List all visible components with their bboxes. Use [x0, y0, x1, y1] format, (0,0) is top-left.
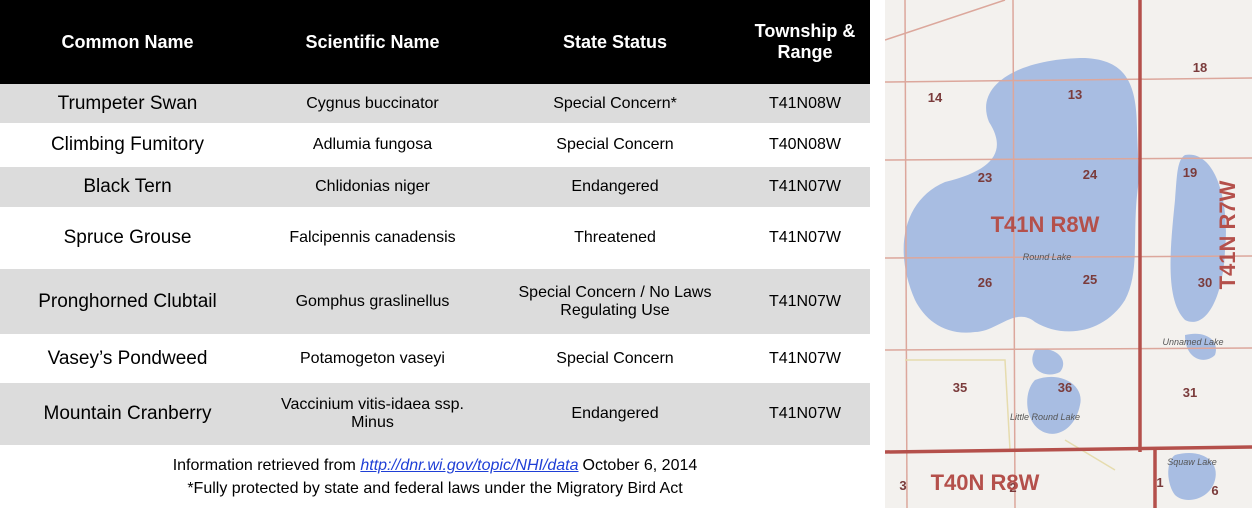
table-cell: Cygnus buccinator — [255, 84, 490, 125]
lake — [1032, 349, 1064, 375]
table-row: Trumpeter Swan Cygnus buccinator Special C… — [0, 84, 870, 125]
table-cell: Endangered — [490, 166, 740, 209]
lake — [1185, 333, 1216, 360]
table-cell: Vasey’s Pondweed — [0, 335, 255, 383]
table-body: Trumpeter Swan Cygnus buccinator Special C… — [0, 84, 870, 508]
table-cell: T41N07W — [740, 335, 870, 383]
table-row: Black Tern Chlidonias niger Endangered T41N… — [0, 166, 870, 209]
table-cell: Mountain Cranberry — [0, 382, 255, 447]
table-cell: T41N07W — [740, 268, 870, 336]
table-cell: Falcipennis canadensis — [255, 208, 490, 269]
section-number: 13 — [1068, 87, 1082, 102]
section-number: 36 — [1058, 380, 1072, 395]
section-number: 2 — [1009, 480, 1016, 495]
table-row: Pronghorned Clubtail Gomphus graslinellus… — [0, 268, 870, 336]
township-label: T40N R8W — [931, 470, 1040, 495]
table-cell: Endangered — [490, 382, 740, 447]
table-cell: Trumpeter Swan — [0, 84, 255, 125]
table-cell: Special Concern* — [490, 84, 740, 125]
table-cell: Pronghorned Clubtail — [0, 268, 255, 336]
section-number: 24 — [1083, 167, 1098, 182]
lakes — [903, 58, 1226, 500]
table-cell: T41N08W — [740, 84, 870, 125]
township-label: T41N R8W — [991, 212, 1100, 237]
footer-line: Information retrieved from http://dnr.wi… — [0, 454, 870, 477]
table-cell: Gomphus graslinellus — [255, 268, 490, 336]
table-row: Spruce Grouse Falcipennis canadensis Threa… — [0, 208, 870, 269]
roads — [905, 359, 1116, 471]
lake — [1170, 154, 1226, 322]
lake — [1027, 376, 1081, 434]
table-cell: T40N08W — [740, 124, 870, 167]
section-number: 31 — [1183, 385, 1197, 400]
map: 14 13 18 23 24 19 26 25 30 35 36 31 3 2 1 6 T41N R8W T41N… — [885, 0, 1252, 508]
section-number: 19 — [1183, 165, 1197, 180]
table-row: Climbing Fumitory Adlumia fungosa Special … — [0, 124, 870, 167]
header-row: Common Name Scientific Name State Status To… — [0, 0, 870, 84]
table-cell: T41N07W — [740, 382, 870, 447]
column-header: Common Name — [0, 0, 255, 84]
table-cell: Adlumia fungosa — [255, 124, 490, 167]
table-cell: Threatened — [490, 208, 740, 269]
section-number: 25 — [1083, 272, 1097, 287]
section-number: 35 — [953, 380, 967, 395]
section-lines — [885, 0, 1252, 508]
township-lines — [885, 0, 1252, 508]
species-table: Common Name Scientific Name State Status To… — [0, 0, 870, 508]
table-cell: T41N07W — [740, 166, 870, 209]
column-header: Scientific Name — [255, 0, 490, 84]
footer-text: October 6, 2014 — [582, 457, 698, 474]
lake — [1168, 452, 1216, 500]
column-header: Township & Range — [740, 0, 870, 84]
table-cell: Special Concern — [490, 124, 740, 167]
section-number: 18 — [1193, 60, 1207, 75]
footer-link[interactable]: http://dnr.wi.gov/topic/NHI/data — [360, 457, 579, 474]
footer-note: *Fully protected by state and federal la… — [187, 480, 683, 497]
lake — [903, 58, 1139, 333]
township-label: T41N R7W — [1215, 180, 1240, 289]
footer-cell: Information retrieved from http://dnr.wi… — [0, 446, 870, 508]
table-cell: Potamogeton vaseyi — [255, 335, 490, 383]
lake-label: Little Round Lake — [1010, 412, 1080, 422]
table-cell: Black Tern — [0, 166, 255, 209]
column-header: State Status — [490, 0, 740, 84]
section-number: 30 — [1198, 275, 1212, 290]
lake-label: Squaw Lake — [1167, 457, 1217, 467]
table-row: Vasey’s Pondweed Potamogeton vaseyi Specia… — [0, 335, 870, 383]
footer-row: Information retrieved from http://dnr.wi… — [0, 446, 870, 508]
footer-text: Information retrieved from — [172, 457, 356, 474]
section-number: 26 — [978, 275, 992, 290]
table-cell: Special Concern / No Laws Regulating Use — [490, 268, 740, 336]
lake-label: Unnamed Lake — [1162, 337, 1223, 347]
section-number: 23 — [978, 170, 992, 185]
table-row: Mountain Cranberry Vaccinium vitis-idaea … — [0, 382, 870, 447]
table-cell: Climbing Fumitory — [0, 124, 255, 167]
table-cell: Special Concern — [490, 335, 740, 383]
table-cell: T41N07W — [740, 208, 870, 269]
section-number: 6 — [1211, 483, 1218, 498]
section-number: 1 — [1156, 475, 1163, 490]
section-number: 14 — [928, 90, 943, 105]
section-number: 3 — [899, 478, 906, 493]
table-cell: Vaccinium vitis-idaea ssp. Minus — [255, 382, 490, 447]
table-cell: Chlidonias niger — [255, 166, 490, 209]
lake-label: Round Lake — [1023, 252, 1072, 262]
table-cell: Spruce Grouse — [0, 208, 255, 269]
